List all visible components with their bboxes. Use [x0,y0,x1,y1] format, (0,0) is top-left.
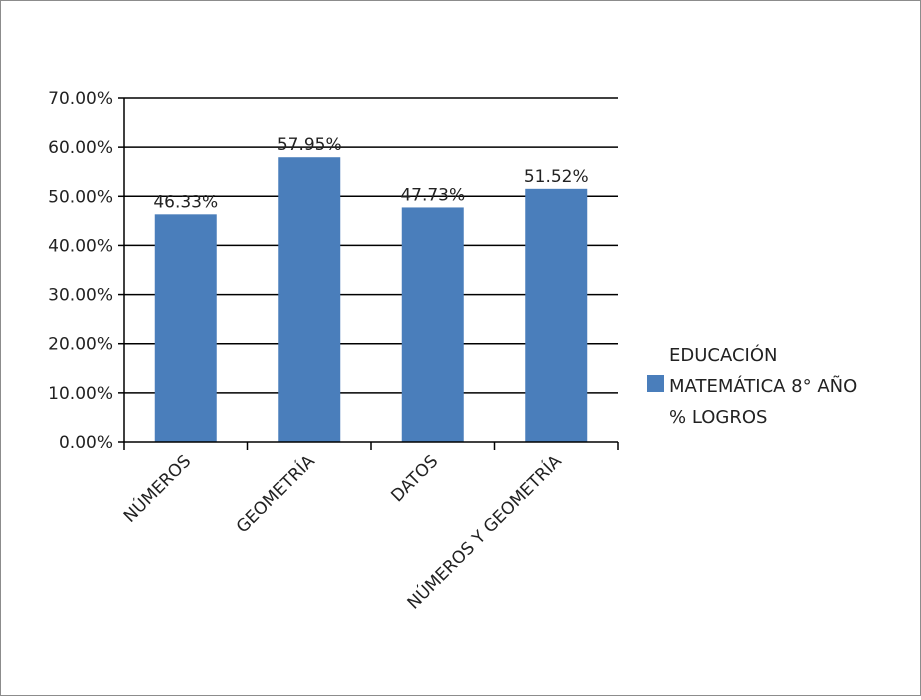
bar [278,157,341,442]
x-tick-label: NÚMEROS [119,450,196,527]
y-tick-label: 30.00% [48,286,113,306]
bar [154,214,217,442]
y-tick-label: 40.00% [48,236,113,256]
y-tick-label: 0.00% [59,433,113,453]
data-label: 51.52% [524,167,589,187]
legend-label: EDUCACIÓN [669,344,777,366]
legend-label: % LOGROS [669,407,767,428]
legend-label: MATEMÁTICA 8° AÑO [669,375,857,397]
y-tick-label: 50.00% [48,187,113,207]
data-label: 47.73% [400,185,465,205]
bar [525,188,588,442]
legend-swatch [647,375,664,392]
data-label: 46.33% [153,192,218,212]
bars [154,157,588,442]
data-label: 57.95% [277,135,342,155]
y-tick-label: 60.00% [48,138,113,158]
bar [401,207,464,442]
data-labels: 46.33% 57.95% 47.73% 51.52% [153,135,588,212]
axes [118,97,619,450]
y-tick-label: 70.00% [48,89,113,109]
y-tick-labels: 0.00% 10.00% 20.00% 30.00% 40.00% 50.00% 60.00… [48,89,113,453]
x-tick-label: GEOMETRÍA [231,450,319,538]
y-tick-label: 20.00% [48,335,113,355]
y-tick-label: 10.00% [48,384,113,404]
x-tick-label: DATOS [387,451,442,506]
legend: EDUCACIÓN MATEMÁTICA 8° AÑO % LOGROS [647,344,857,428]
